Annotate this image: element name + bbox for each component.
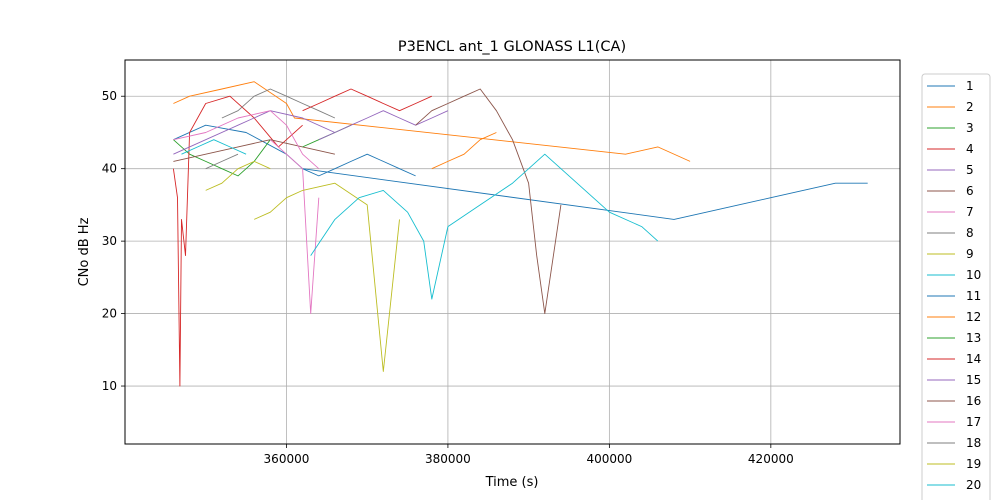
- series-line-1: [173, 124, 868, 220]
- x-tick-label: 380000: [425, 452, 471, 466]
- x-axis: 360000 380000 400000 420000: [264, 444, 794, 466]
- series-line-15: [318, 110, 449, 141]
- series-line-16: [415, 88, 562, 315]
- series-line-10: [181, 139, 247, 155]
- series-line-19: [254, 182, 400, 372]
- legend-label-19: 19: [966, 457, 981, 471]
- legend-label-9: 9: [966, 247, 974, 261]
- x-axis-label: Time (s): [485, 475, 539, 490]
- chart-title: P3ENCL ant_1 GLONASS L1(CA): [398, 39, 626, 55]
- legend-label-15: 15: [966, 373, 981, 387]
- legend-label-6: 6: [966, 184, 974, 198]
- legend-label-17: 17: [966, 415, 981, 429]
- series-lines: [172, 81, 868, 387]
- grid: [125, 60, 900, 444]
- y-tick-label: 10: [102, 379, 117, 393]
- series-line-18: [205, 153, 239, 170]
- series-line-20: [310, 153, 659, 300]
- series-line-12: [431, 132, 497, 170]
- legend-label-4: 4: [966, 142, 974, 156]
- y-axis-label: CNo dB Hz: [77, 217, 92, 286]
- legend-label-14: 14: [966, 352, 981, 366]
- y-tick-label: 30: [102, 234, 117, 248]
- legend-frame: [921, 73, 991, 500]
- legend-label-10: 10: [966, 268, 981, 282]
- legend-label-16: 16: [966, 394, 981, 408]
- legend-label-20: 20: [966, 478, 981, 492]
- legend-label-11: 11: [966, 289, 981, 303]
- series-line-14: [302, 88, 432, 112]
- legend-label-3: 3: [966, 121, 974, 135]
- legend-label-18: 18: [966, 436, 981, 450]
- y-axis: 10 20 30 40 50: [102, 89, 125, 393]
- legend-label-5: 5: [966, 163, 974, 177]
- series-line-4: [172, 95, 303, 387]
- legend-label-1: 1: [966, 79, 974, 93]
- legend-label-13: 13: [966, 331, 981, 345]
- series-line-2: [173, 81, 691, 162]
- series-line-6: [173, 139, 335, 162]
- series-line-8: [221, 88, 336, 119]
- x-tick-label: 360000: [264, 452, 310, 466]
- series-line-17: [269, 139, 320, 315]
- y-tick-label: 20: [102, 307, 117, 321]
- legend-label-8: 8: [966, 226, 974, 240]
- series-line-11: [302, 153, 416, 177]
- series-line-5: [173, 110, 336, 155]
- x-tick-label: 400000: [586, 452, 632, 466]
- plot-area: [124, 59, 901, 445]
- legend-label-12: 12: [966, 310, 981, 324]
- series-line-9: [205, 160, 271, 191]
- legend-label-7: 7: [966, 205, 974, 219]
- y-tick-label: 50: [102, 89, 117, 103]
- legend-label-2: 2: [966, 100, 974, 114]
- y-tick-label: 40: [102, 162, 117, 176]
- series-line-7: [173, 110, 320, 170]
- x-tick-label: 420000: [748, 452, 794, 466]
